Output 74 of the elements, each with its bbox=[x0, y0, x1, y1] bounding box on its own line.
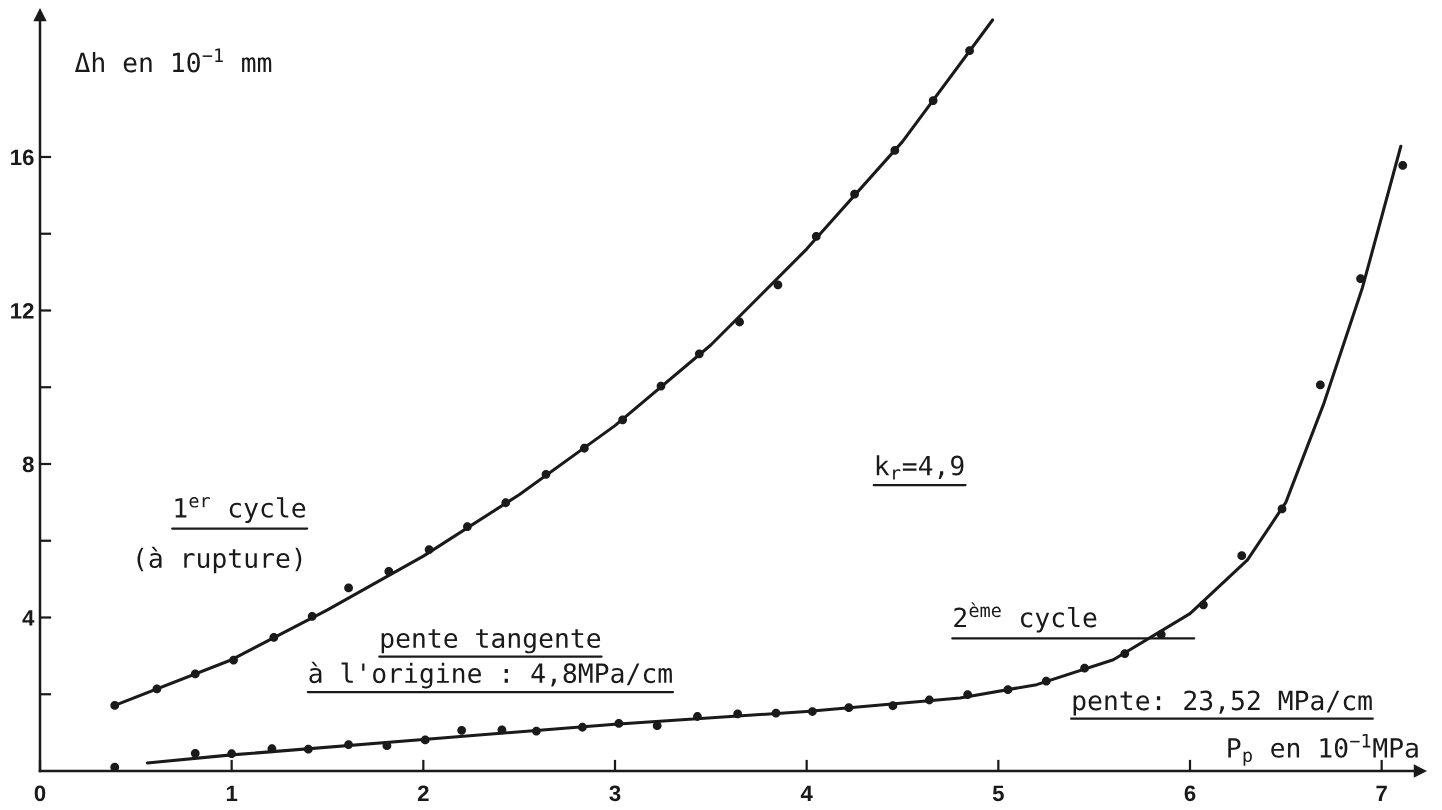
point bbox=[1315, 380, 1325, 390]
point bbox=[850, 189, 859, 199]
x-axis-title: P$_{p}$ en 10$^{−1}$MPa bbox=[1228, 733, 1418, 766]
point bbox=[656, 381, 666, 391]
point bbox=[579, 443, 589, 453]
point bbox=[532, 726, 541, 736]
point bbox=[269, 633, 279, 642]
point bbox=[267, 744, 277, 754]
point bbox=[888, 701, 898, 711]
point bbox=[1398, 161, 1408, 170]
x-tick-label: 3 bbox=[609, 785, 621, 802]
y-tick-label: 12 bbox=[11, 303, 34, 319]
y-tick-label: 4 bbox=[22, 610, 35, 626]
annotation: pente tangente à l'origine : 4,8MPa/cm bbox=[309, 629, 672, 689]
point bbox=[227, 749, 237, 759]
point bbox=[420, 735, 430, 745]
point bbox=[1120, 649, 1130, 658]
point bbox=[110, 700, 120, 710]
point bbox=[618, 415, 628, 425]
point bbox=[110, 762, 120, 771]
point bbox=[1156, 629, 1166, 639]
point bbox=[735, 317, 744, 327]
point bbox=[963, 690, 973, 700]
point bbox=[890, 146, 900, 155]
point bbox=[152, 684, 162, 694]
point bbox=[771, 708, 781, 718]
point bbox=[344, 740, 353, 749]
point bbox=[501, 498, 511, 508]
point bbox=[1356, 274, 1365, 284]
x-tick-label: 4 bbox=[800, 785, 813, 801]
point bbox=[693, 712, 702, 721]
y-axis-title: Δh en 10$^{−1}$ mm bbox=[74, 48, 272, 73]
point bbox=[303, 744, 313, 754]
y-tick-label: 8 bbox=[22, 456, 34, 473]
series-label: 1$^{er}$ cycle (à rupture) bbox=[137, 496, 306, 574]
point bbox=[773, 280, 783, 290]
point bbox=[924, 695, 934, 705]
annotation: k$_{r}$=4,9 bbox=[876, 455, 964, 480]
point bbox=[652, 721, 662, 731]
annotation: pente: 23,52 MPa/cm bbox=[1073, 690, 1372, 716]
point bbox=[844, 703, 854, 713]
point bbox=[229, 655, 238, 665]
y-tick-label: 16 bbox=[11, 149, 34, 166]
point bbox=[307, 611, 317, 621]
point bbox=[965, 46, 974, 56]
point bbox=[190, 669, 200, 679]
point bbox=[1277, 504, 1287, 514]
point bbox=[190, 748, 200, 758]
point bbox=[733, 709, 743, 719]
x-tick-label: 0 bbox=[34, 785, 46, 802]
point bbox=[928, 96, 938, 105]
point bbox=[1041, 676, 1051, 686]
x-tick-label: 7 bbox=[1376, 785, 1387, 801]
point bbox=[463, 522, 472, 531]
x-tick-label: 6 bbox=[1184, 785, 1196, 802]
series-label: 2$^{ème}$ cycle bbox=[954, 602, 1097, 633]
point bbox=[424, 545, 434, 554]
point bbox=[1080, 663, 1089, 673]
point bbox=[1199, 600, 1208, 610]
x-tick-label: 5 bbox=[992, 785, 1004, 802]
point bbox=[811, 232, 821, 241]
point bbox=[541, 469, 551, 479]
point bbox=[457, 725, 467, 735]
point bbox=[694, 349, 704, 359]
x-tick-label: 2 bbox=[417, 785, 429, 801]
point bbox=[1003, 685, 1013, 695]
point bbox=[1237, 551, 1247, 561]
point bbox=[578, 722, 587, 732]
point bbox=[808, 707, 817, 716]
point bbox=[497, 725, 507, 735]
point bbox=[344, 583, 353, 593]
point bbox=[614, 719, 624, 728]
x-tick-label: 1 bbox=[226, 785, 238, 801]
point bbox=[384, 567, 394, 576]
